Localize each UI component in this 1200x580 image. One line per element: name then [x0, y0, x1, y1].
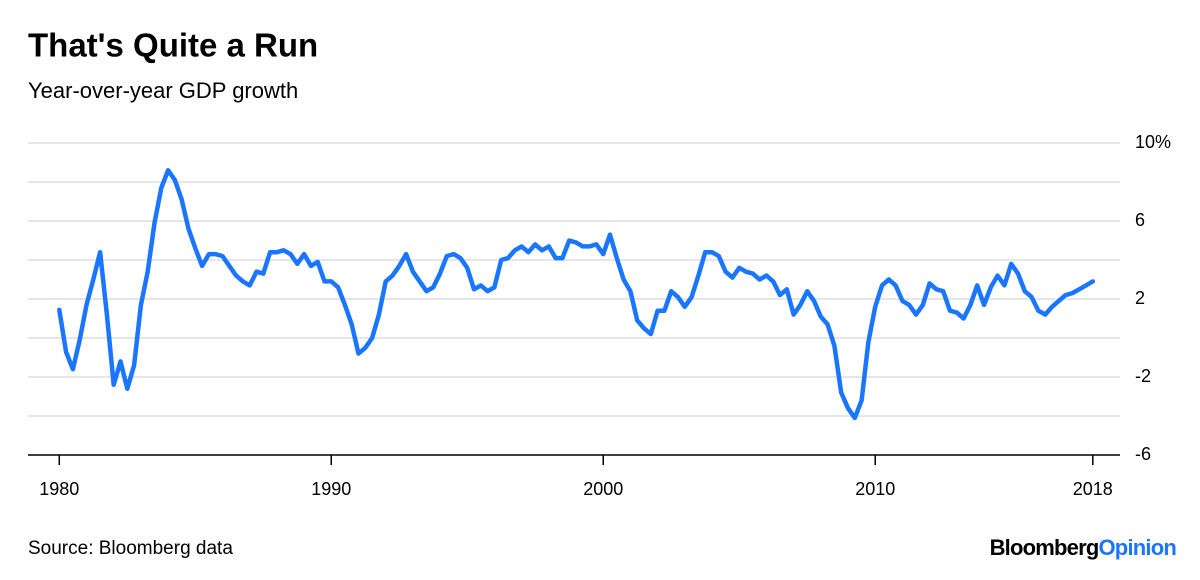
- x-tick-label: 2018: [1073, 479, 1113, 499]
- data-line: [57, 168, 1096, 421]
- x-tick-label: 1980: [39, 479, 79, 499]
- logo: BloombergOpinion: [990, 535, 1177, 560]
- y-tick-label: 2: [1135, 288, 1145, 308]
- y-tick-label: -6: [1135, 444, 1151, 464]
- x-tick-label: 2010: [855, 479, 895, 499]
- chart-title: That's Quite a Run: [28, 27, 318, 64]
- chart-subtitle: Year-over-year GDP growth: [28, 78, 298, 103]
- y-tick-label: -2: [1135, 366, 1151, 386]
- y-tick-label: 6: [1135, 210, 1145, 230]
- logo-first: Bloomberg: [990, 535, 1099, 560]
- logo-second: Opinion: [1099, 535, 1177, 560]
- y-tick-label: 10%: [1135, 132, 1171, 152]
- x-tick-label: 1990: [311, 479, 351, 499]
- x-tick-label: 2000: [583, 479, 623, 499]
- source: Source: Bloomberg data: [28, 538, 233, 559]
